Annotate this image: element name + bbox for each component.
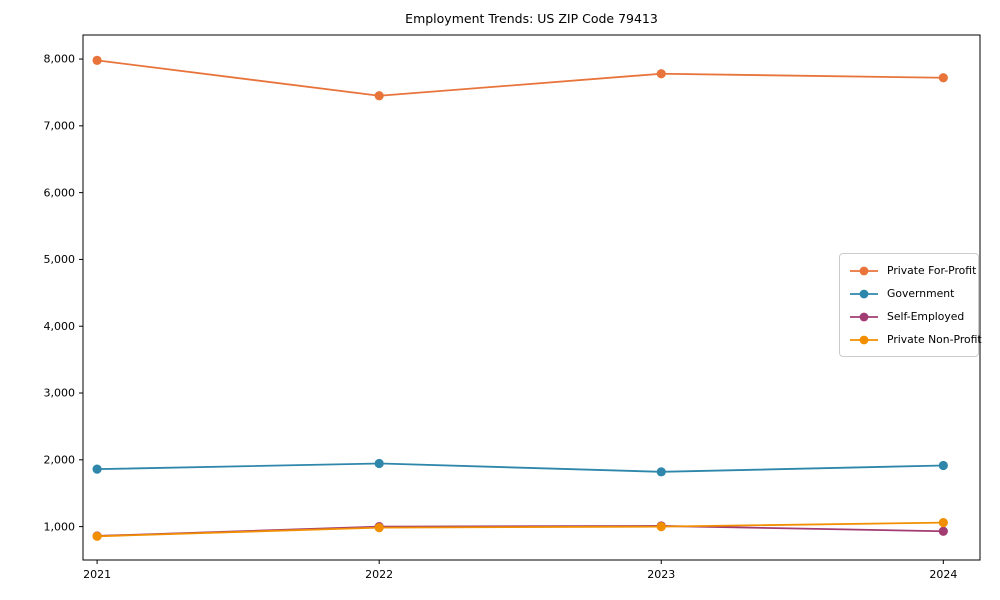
- legend-swatch-icon: [850, 335, 878, 344]
- data-point-private-for-profit: [656, 69, 666, 79]
- legend-swatch-icon: [850, 266, 878, 275]
- x-tick-label: 2024: [929, 568, 957, 581]
- y-tick-label: 7,000: [44, 120, 76, 133]
- data-point-private-non-profit: [656, 522, 666, 532]
- x-tick-label: 2021: [83, 568, 111, 581]
- x-tick-label: 2022: [365, 568, 393, 581]
- legend-swatch-icon: [850, 312, 878, 321]
- legend-label: Private Non-Profit: [887, 333, 982, 346]
- legend-item-government: Government: [849, 282, 970, 305]
- chart-title: Employment Trends: US ZIP Code 79413: [405, 11, 658, 26]
- data-point-self-employed: [938, 526, 948, 536]
- legend-label: Government: [887, 287, 955, 300]
- y-tick-label: 1,000: [44, 520, 76, 533]
- legend-label: Private For-Profit: [887, 264, 977, 277]
- data-point-government: [92, 464, 102, 474]
- plot-border: [82, 34, 981, 561]
- y-tick-label: 3,000: [44, 387, 76, 400]
- data-point-government: [374, 458, 384, 469]
- legend-swatch-icon: [850, 289, 878, 298]
- series-line-private-non-profit: [96, 521, 945, 538]
- data-point-private-for-profit: [374, 91, 384, 101]
- y-tick-label: 2,000: [44, 454, 76, 467]
- y-tick-label: 8,000: [44, 53, 76, 66]
- data-point-private-for-profit: [938, 73, 948, 83]
- x-tick-label: 2023: [647, 568, 675, 581]
- series-line-government: [96, 462, 945, 473]
- legend-item-private-non-profit: Private Non-Profit: [849, 328, 982, 351]
- data-point-government: [656, 467, 666, 477]
- plot-generated: 1,000 2,000 3,000 4,000 5,000 6,000 7,000 8,000…: [44, 34, 981, 581]
- legend-label: Self-Employed: [887, 310, 965, 323]
- legend-item-private-for-profit: Private For-Profit: [849, 259, 976, 282]
- legend-item-self-employed: Self-Employed: [849, 305, 970, 328]
- y-tick-label: 5,000: [44, 253, 76, 266]
- data-point-private-for-profit: [92, 55, 102, 65]
- data-point-government: [938, 460, 948, 471]
- series-line-private-for-profit: [96, 59, 945, 97]
- data-point-private-non-profit: [374, 523, 384, 533]
- y-tick-label: 6,000: [44, 186, 76, 199]
- data-point-private-non-profit: [92, 531, 102, 541]
- y-tick-label: 4,000: [44, 320, 76, 333]
- legend: Private For-Profit Government Self-Employe…: [839, 253, 982, 357]
- data-point-private-non-profit: [938, 517, 948, 528]
